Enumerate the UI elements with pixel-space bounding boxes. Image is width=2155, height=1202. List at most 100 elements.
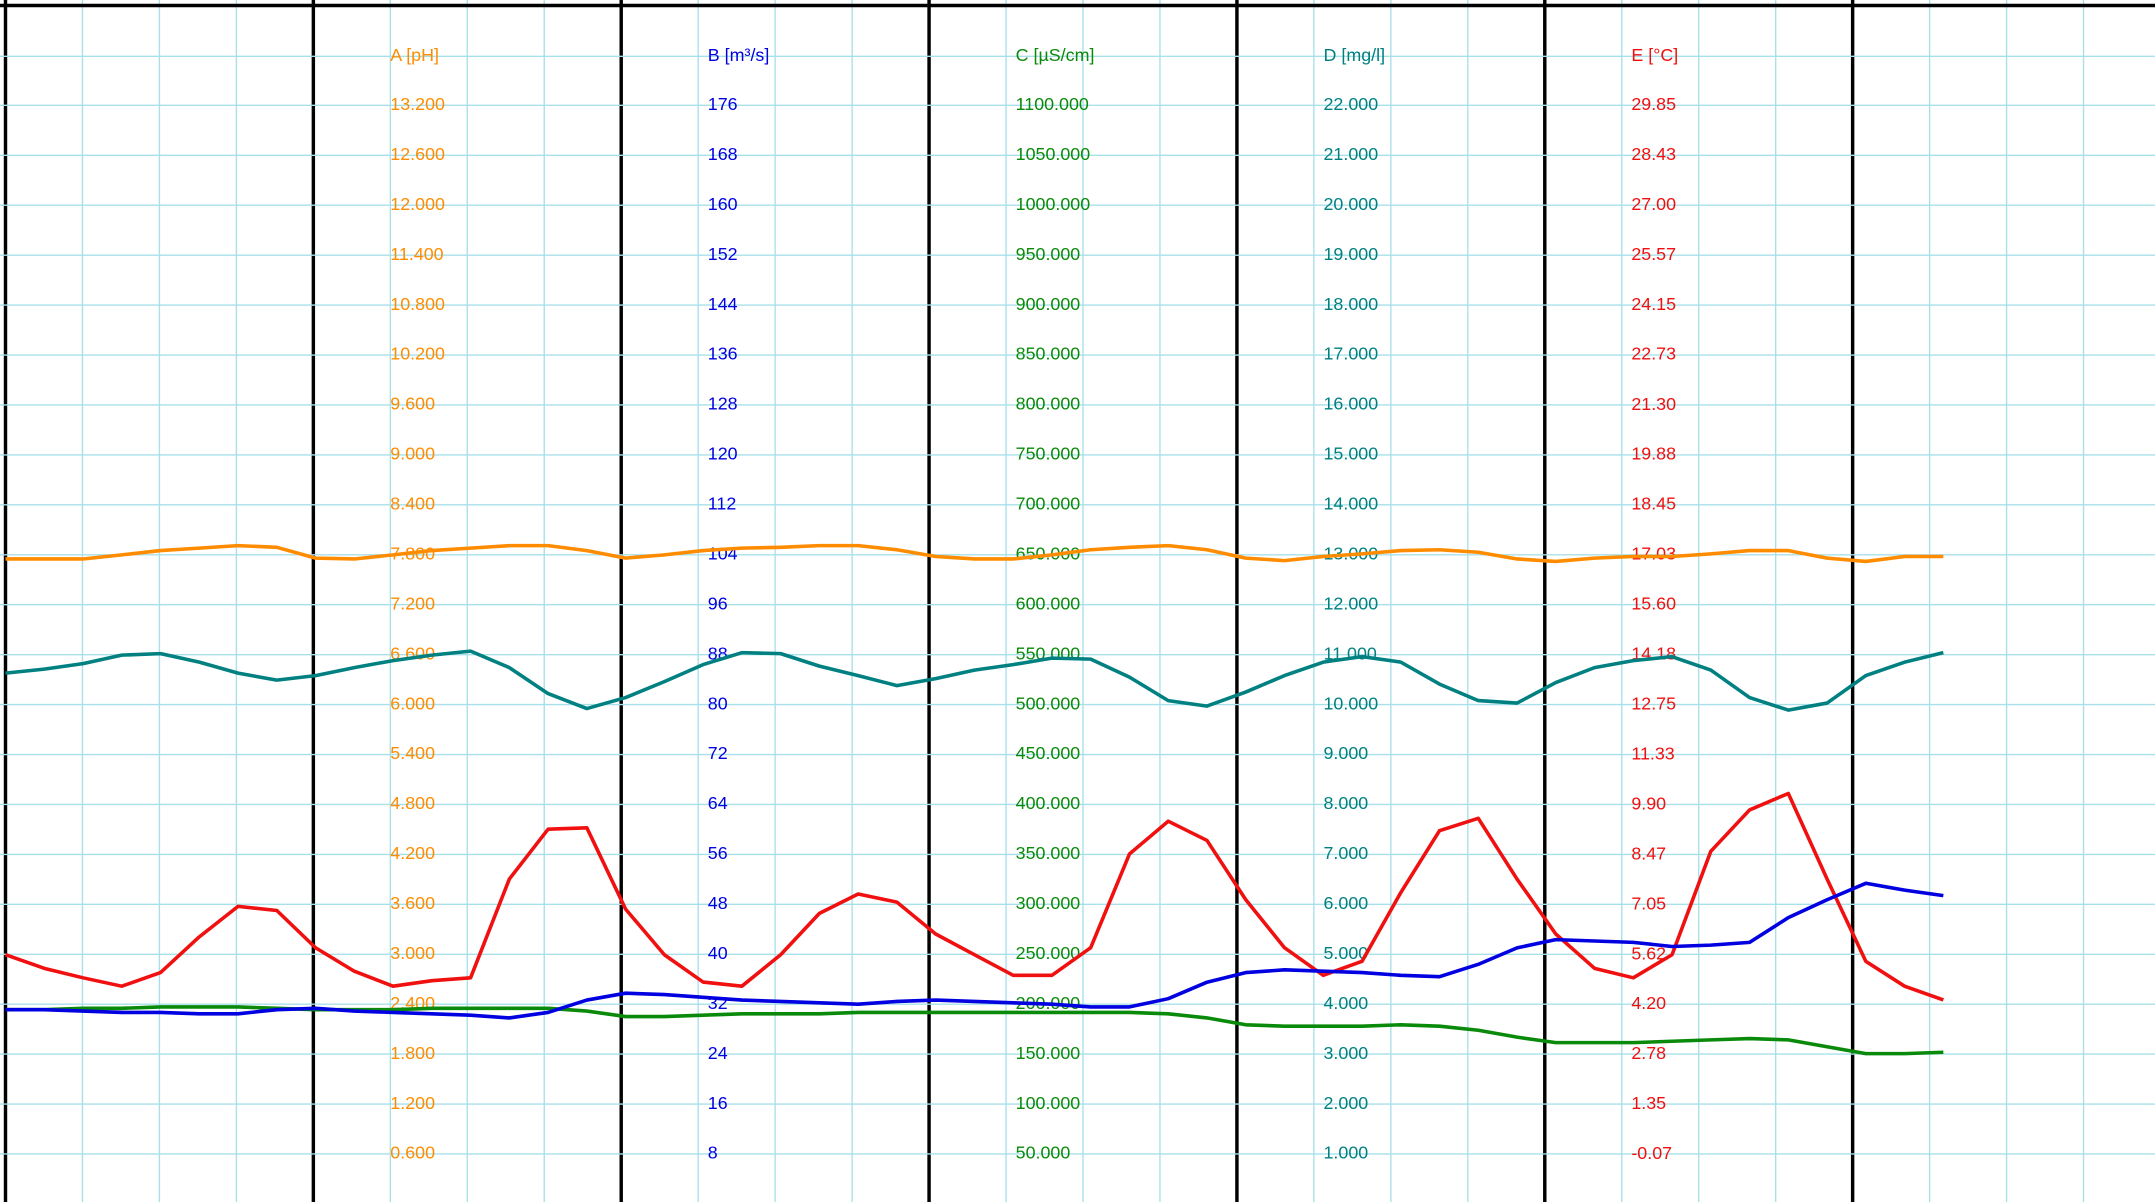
y-tick-label: 8.000 — [1324, 793, 1369, 813]
y-tick-label: 27.00 — [1631, 194, 1676, 214]
y-tick-label: 14.000 — [1324, 494, 1379, 514]
y-tick-label: 72 — [708, 743, 728, 763]
y-tick-label: 128 — [708, 394, 738, 414]
y-tick-label: 144 — [708, 294, 738, 314]
y-tick-label: 150.000 — [1016, 1043, 1081, 1063]
y-tick-label: 22.000 — [1324, 94, 1379, 114]
y-tick-label: 40 — [708, 943, 728, 963]
y-tick-label: 112 — [708, 494, 737, 514]
y-tick-label: 600.000 — [1016, 593, 1081, 613]
y-tick-label: 12.000 — [390, 194, 445, 214]
y-tick-label: 3.600 — [390, 893, 435, 913]
y-tick-label: 850.000 — [1016, 344, 1081, 364]
y-tick-label: 24 — [708, 1043, 728, 1063]
y-tick-label: 17.000 — [1324, 344, 1379, 364]
y-tick-label: 350.000 — [1016, 843, 1081, 863]
y-tick-label: 152 — [708, 244, 738, 264]
y-tick-label: 100.000 — [1016, 1093, 1081, 1113]
y-tick-label: 15.000 — [1324, 444, 1379, 464]
y-tick-label: 250.000 — [1016, 943, 1081, 963]
y-tick-label: 22.73 — [1631, 344, 1676, 364]
y-tick-label: 48 — [708, 893, 728, 913]
y-tick-label: 25.57 — [1631, 244, 1676, 264]
y-tick-label: 56 — [708, 843, 728, 863]
y-tick-label: 450.000 — [1016, 743, 1081, 763]
y-tick-label: 950.000 — [1016, 244, 1081, 264]
y-tick-label: 3.000 — [390, 943, 435, 963]
series-line — [5, 543, 1944, 564]
y-tick-label: 10.800 — [390, 294, 445, 314]
series-line — [4, 791, 1944, 1002]
y-tick-label: 9.90 — [1631, 793, 1666, 813]
y-tick-label: 9.000 — [1324, 743, 1369, 763]
axis-title: B [m³/s] — [708, 45, 770, 65]
y-tick-label: 0.600 — [390, 1143, 435, 1163]
y-tick-label: 3.000 — [1324, 1043, 1369, 1063]
y-tick-label: 9.600 — [390, 394, 435, 414]
y-tick-label: 16.000 — [1324, 394, 1379, 414]
y-tick-label: 300.000 — [1016, 893, 1081, 913]
y-tick-label: 1100.000 — [1016, 94, 1089, 114]
y-tick-label: 5.62 — [1631, 943, 1666, 963]
y-tick-label: 6.000 — [1324, 893, 1369, 913]
y-tick-label: 24.15 — [1631, 294, 1676, 314]
y-tick-label: 50.000 — [1016, 1143, 1071, 1163]
y-tick-label: 9.000 — [390, 444, 435, 464]
y-tick-label: 6.000 — [390, 693, 435, 713]
y-tick-label: 19.88 — [1631, 444, 1676, 464]
y-tick-label: 1050.000 — [1016, 144, 1091, 164]
y-tick-label: 18.000 — [1324, 294, 1379, 314]
y-tick-label: 8.47 — [1631, 844, 1666, 864]
axis-title: D [mg/l] — [1324, 45, 1386, 65]
y-tick-label: 64 — [708, 793, 728, 813]
y-tick-label: 900.000 — [1016, 294, 1081, 314]
y-tick-label: 16 — [708, 1093, 728, 1113]
y-tick-label: 500.000 — [1016, 693, 1081, 713]
y-tick-label: 12.600 — [390, 144, 445, 164]
y-tick-label: 4.800 — [390, 793, 435, 813]
y-tick-label: 1000.000 — [1016, 194, 1091, 214]
axis-title: A [pH] — [390, 45, 439, 65]
y-tick-label: 1.200 — [390, 1093, 435, 1113]
y-tick-label: 800.000 — [1016, 394, 1081, 414]
y-tick-label: 10.000 — [1324, 693, 1379, 713]
y-tick-label: 21.30 — [1631, 394, 1676, 414]
y-tick-label: 5.400 — [390, 743, 435, 763]
y-tick-label: 7.000 — [1324, 843, 1369, 863]
series-line — [5, 649, 1944, 712]
y-tick-label: 1.800 — [390, 1043, 435, 1063]
y-tick-label: 168 — [708, 144, 738, 164]
y-tick-label: 2.78 — [1631, 1043, 1666, 1063]
y-tick-label: -0.07 — [1631, 1143, 1672, 1163]
y-tick-label: 1.000 — [1324, 1143, 1369, 1163]
y-tick-label: 20.000 — [1324, 194, 1379, 214]
y-tick-label: 1.35 — [1631, 1093, 1666, 1113]
y-tick-label: 700.000 — [1016, 494, 1081, 514]
y-tick-label: 28.43 — [1631, 144, 1676, 164]
y-tick-label: 2.000 — [1324, 1093, 1369, 1113]
y-tick-label: 5.000 — [1324, 943, 1369, 963]
y-tick-label: 96 — [708, 593, 728, 613]
y-tick-label: 4.20 — [1631, 993, 1666, 1013]
y-tick-label: 11.400 — [390, 244, 443, 264]
y-tick-label: 32 — [708, 993, 728, 1013]
y-tick-label: 29.85 — [1631, 94, 1676, 114]
y-tick-label: 10.200 — [390, 344, 445, 364]
y-tick-label: 160 — [708, 194, 738, 214]
y-tick-label: 18.45 — [1631, 494, 1676, 514]
y-tick-label: 750.000 — [1016, 444, 1081, 464]
y-tick-label: 13.200 — [390, 94, 445, 114]
y-tick-label: 8 — [708, 1143, 718, 1163]
series-line — [5, 881, 1944, 1020]
y-tick-label: 17.03 — [1631, 543, 1676, 563]
y-tick-label: 7.200 — [390, 593, 435, 613]
axis-title: C [µS/cm] — [1016, 45, 1095, 65]
y-tick-label: 19.000 — [1324, 244, 1379, 264]
y-tick-label: 8.400 — [390, 494, 435, 514]
y-tick-label: 12.000 — [1324, 593, 1379, 613]
y-tick-label: 104 — [708, 543, 738, 563]
y-tick-label: 400.000 — [1016, 793, 1081, 813]
y-tick-label: 21.000 — [1324, 144, 1379, 164]
